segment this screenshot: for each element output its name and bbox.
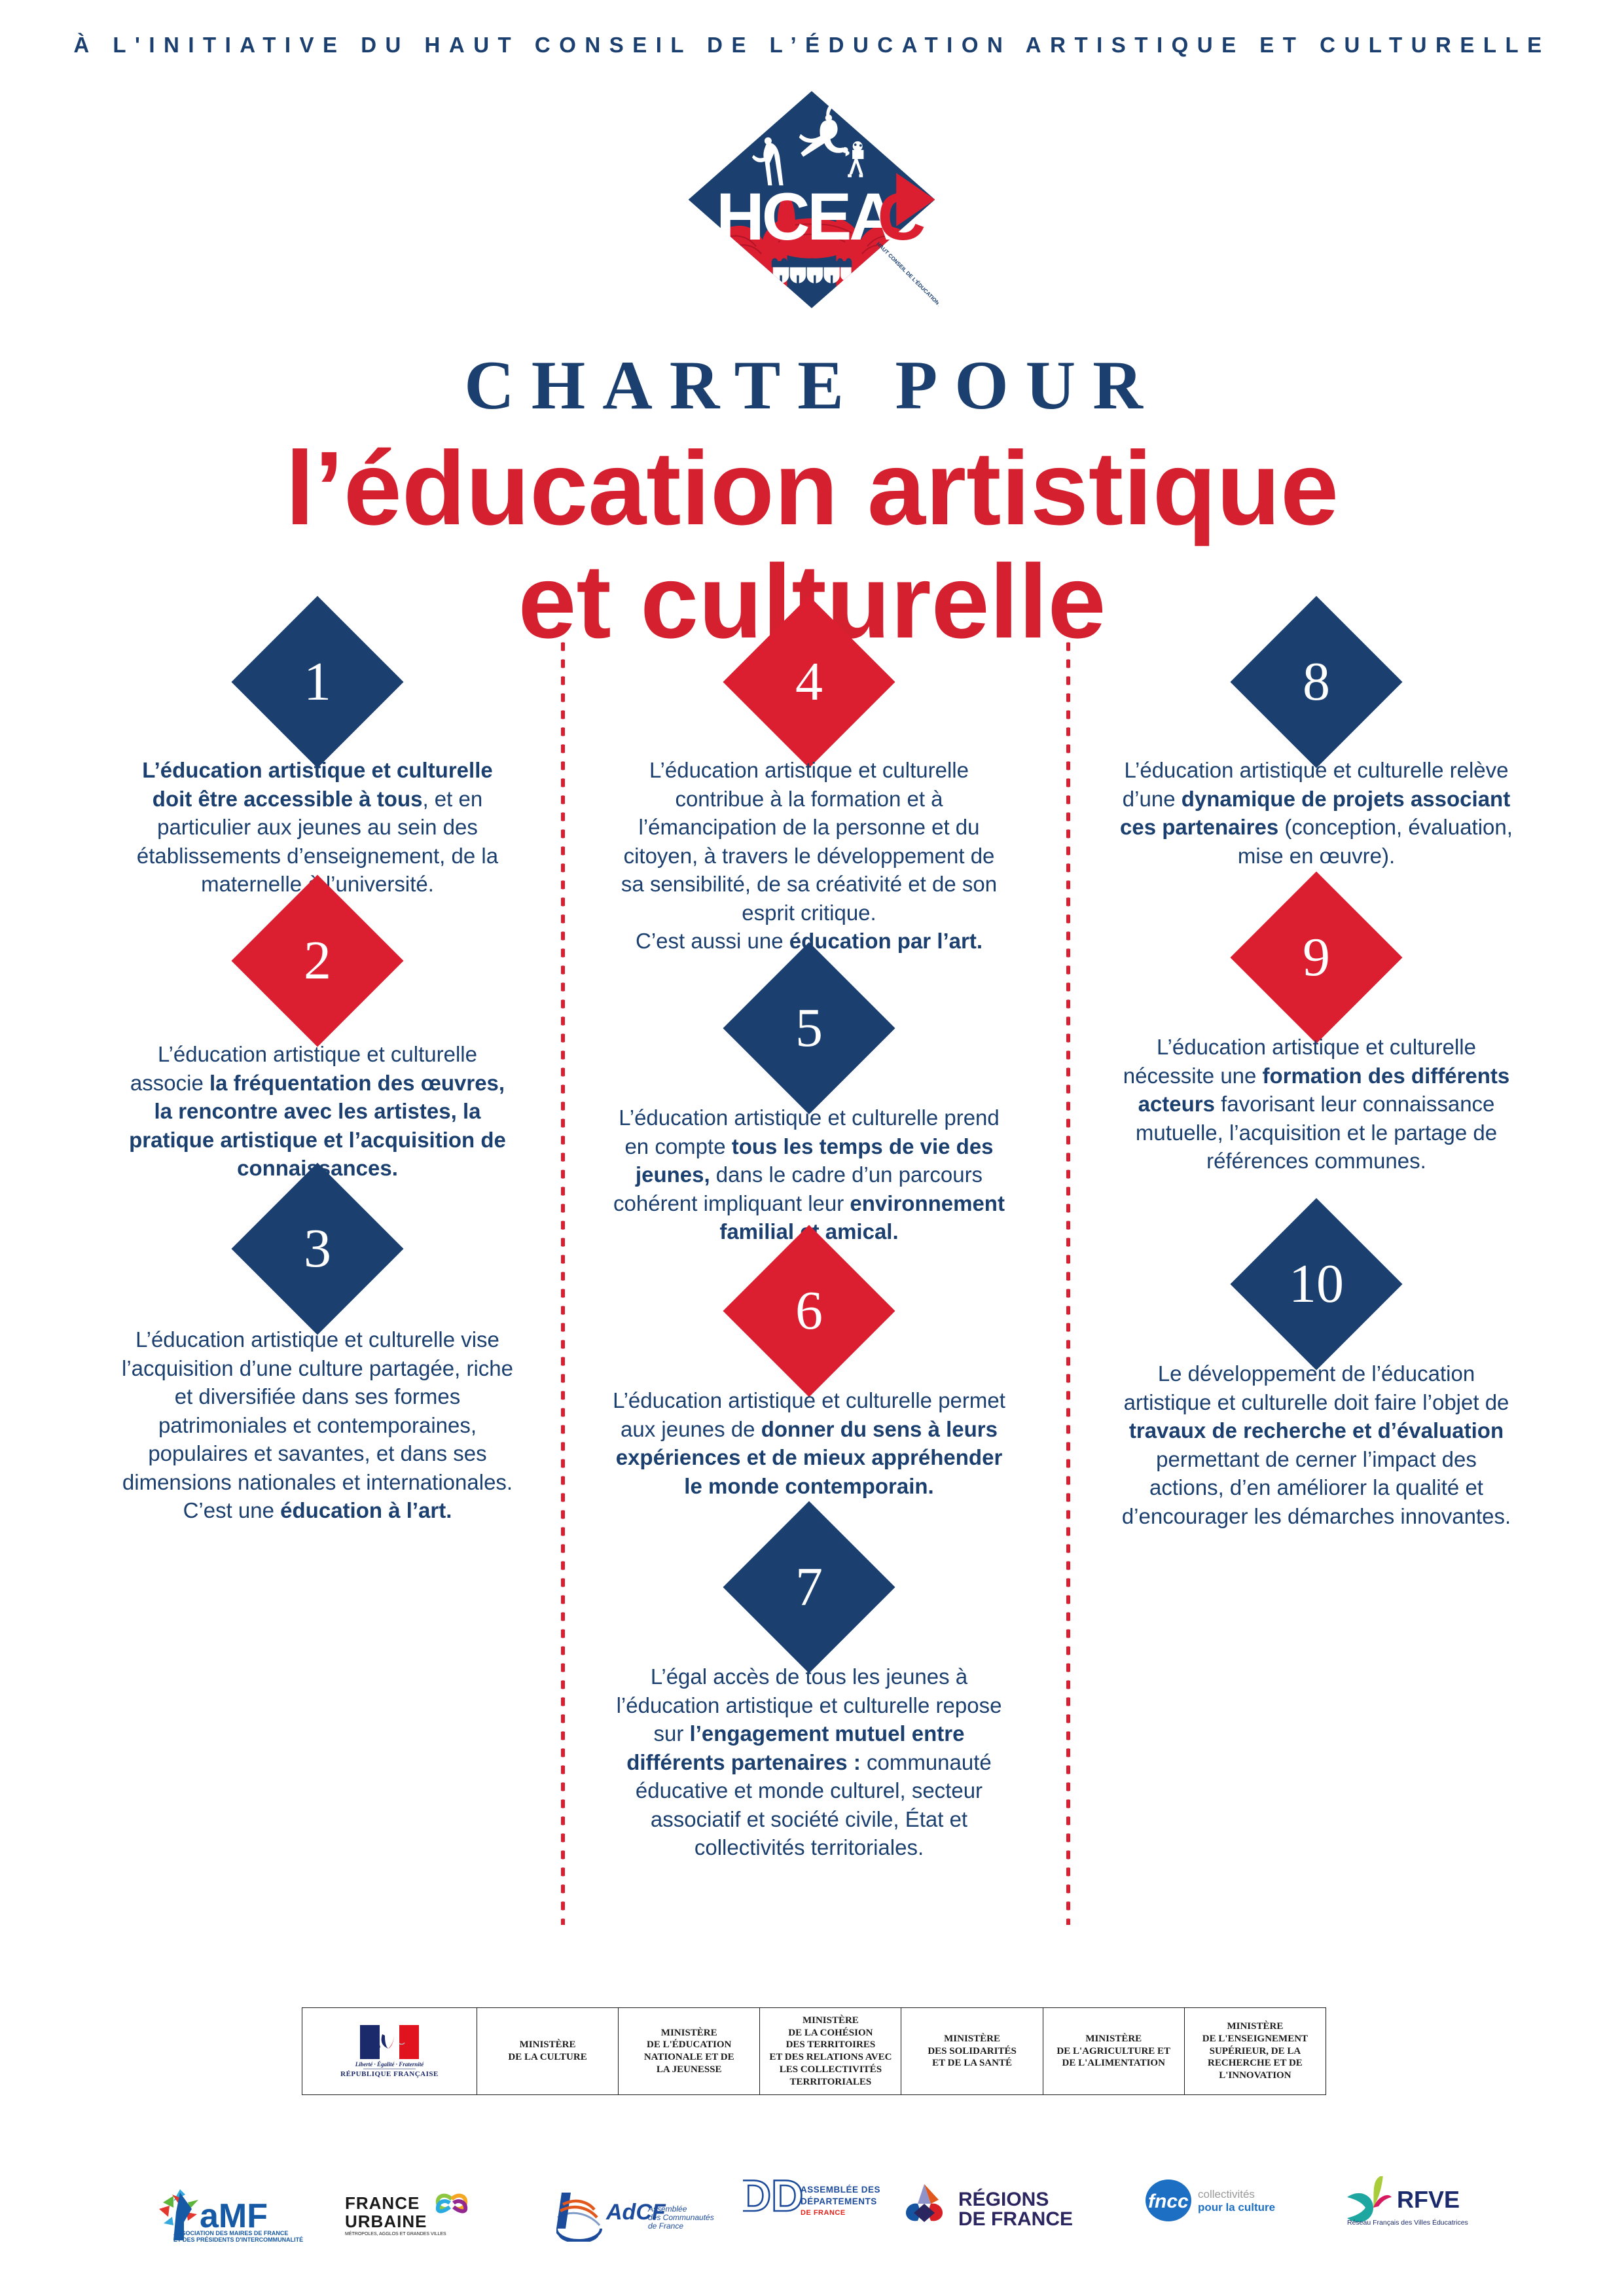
svg-text:Assemblée: Assemblée (647, 2204, 687, 2214)
svg-text:ASSOCIATION DES MAIRES DE FRAN: ASSOCIATION DES MAIRES DE FRANCE (173, 2230, 288, 2236)
svg-text:fncc: fncc (1148, 2191, 1189, 2212)
svg-text:DE FRANCE: DE FRANCE (958, 2208, 1073, 2230)
svg-text:DÉPARTEMENTS: DÉPARTEMENTS (801, 2197, 877, 2206)
svg-text:de France: de France (648, 2221, 683, 2231)
svg-text:pour la culture: pour la culture (1198, 2201, 1275, 2214)
svg-text:DE FRANCE: DE FRANCE (801, 2209, 846, 2217)
svg-text:MÉTROPOLES, AGGLOS ET GRANDES: MÉTROPOLES, AGGLOS ET GRANDES VILLES (345, 2231, 446, 2236)
svg-text:HCEA: HCEA (716, 179, 895, 254)
svg-text:URBAINE: URBAINE (345, 2212, 427, 2231)
svg-text:C: C (878, 179, 926, 254)
svg-text:ET DES PRÉSIDENTS D'INTERCOMMU: ET DES PRÉSIDENTS D'INTERCOMMUNALITÉ (173, 2236, 303, 2242)
svg-text:RFVE: RFVE (1397, 2186, 1460, 2213)
svg-text:DD: DD (743, 2173, 803, 2221)
svg-text:Réseau Français des Villes Édu: Réseau Français des Villes Éducatrices (1347, 2218, 1468, 2227)
svg-text:des Communautés: des Communautés (648, 2213, 714, 2222)
svg-text:FRANCE: FRANCE (345, 2193, 420, 2213)
svg-text:Liberté · Égalité · Fraternité: Liberté · Égalité · Fraternité (355, 2061, 424, 2068)
svg-text:ASSEMBLÉE DES: ASSEMBLÉE DES (801, 2185, 880, 2195)
svg-text:RÉPUBLIQUE FRANÇAISE: RÉPUBLIQUE FRANÇAISE (340, 2070, 439, 2078)
svg-text:collectivités: collectivités (1198, 2188, 1255, 2200)
svg-text:RÉGIONS: RÉGIONS (958, 2188, 1049, 2210)
